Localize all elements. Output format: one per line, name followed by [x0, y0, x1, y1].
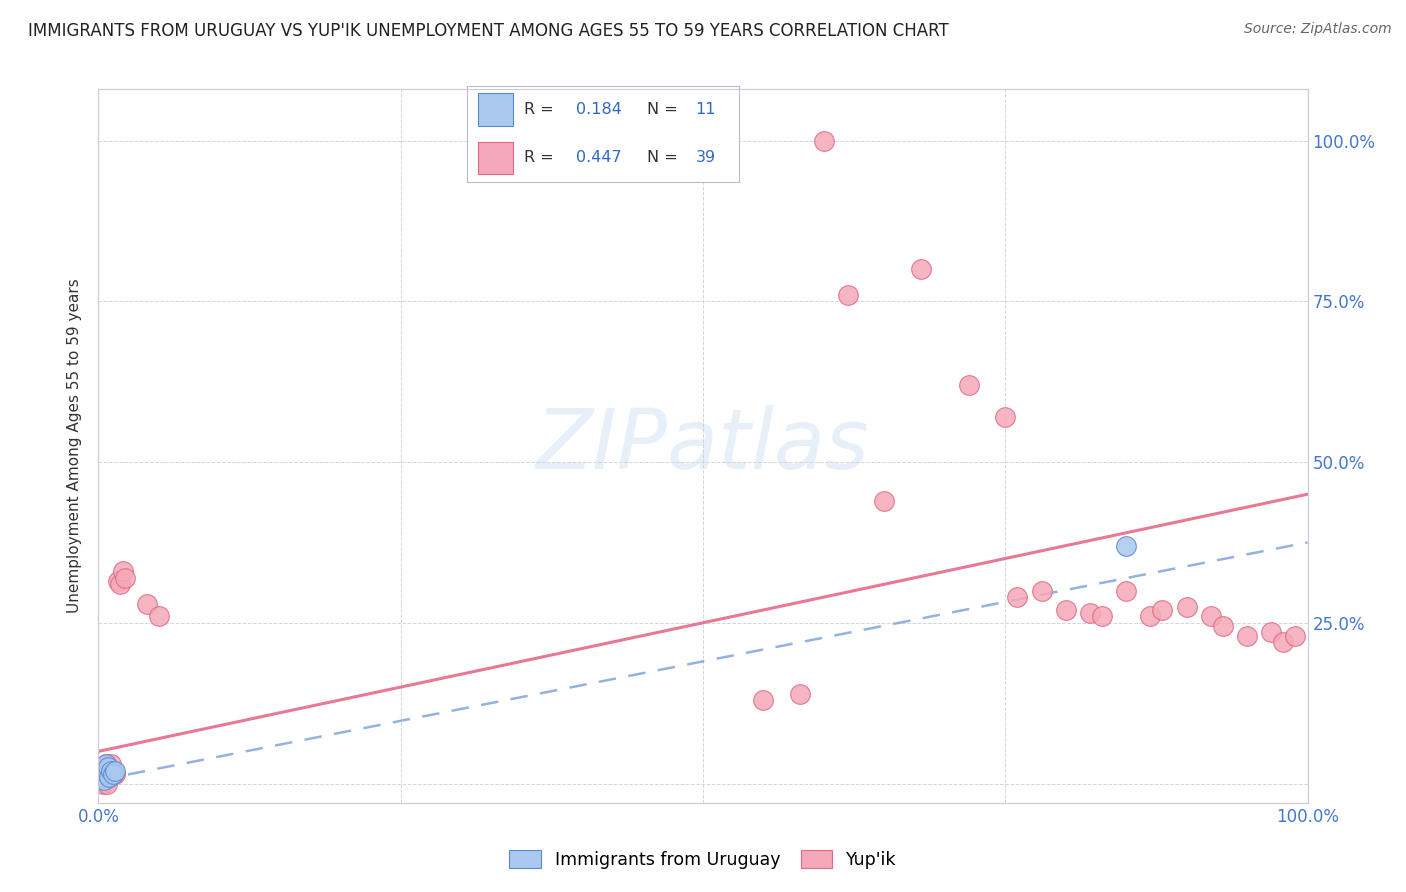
Point	[1175, 599, 1198, 614]
Point	[98, 770, 121, 784]
Point	[107, 574, 129, 588]
Point	[94, 757, 117, 772]
Point	[1139, 609, 1161, 624]
Point	[1199, 609, 1222, 624]
Point	[93, 773, 115, 788]
Point	[957, 378, 980, 392]
Point	[1091, 609, 1114, 624]
Point	[96, 776, 118, 790]
Point	[94, 757, 117, 772]
Point	[789, 686, 811, 700]
Point	[1212, 619, 1234, 633]
Point	[93, 773, 115, 788]
Point	[91, 770, 114, 784]
Point	[97, 760, 120, 774]
Point	[104, 767, 127, 781]
Point	[108, 577, 131, 591]
Point	[114, 571, 136, 585]
Point	[91, 764, 114, 778]
Point	[104, 764, 127, 778]
Point	[148, 609, 170, 624]
Point	[1078, 606, 1101, 620]
Point	[910, 262, 932, 277]
Point	[98, 770, 121, 784]
Point	[752, 693, 775, 707]
Point	[91, 776, 114, 790]
Point	[97, 764, 120, 778]
Point	[1260, 625, 1282, 640]
Point	[837, 288, 859, 302]
Point	[96, 767, 118, 781]
Point	[135, 597, 157, 611]
Point	[994, 410, 1017, 425]
Text: IMMIGRANTS FROM URUGUAY VS YUP'IK UNEMPLOYMENT AMONG AGES 55 TO 59 YEARS CORRELA: IMMIGRANTS FROM URUGUAY VS YUP'IK UNEMPL…	[28, 22, 949, 40]
Point	[1054, 603, 1077, 617]
Point	[1007, 590, 1029, 604]
Point	[90, 770, 112, 784]
Point	[1115, 583, 1137, 598]
Point	[100, 757, 122, 772]
Point	[1236, 629, 1258, 643]
Point	[1031, 583, 1053, 598]
Point	[1272, 635, 1295, 649]
Text: Source: ZipAtlas.com: Source: ZipAtlas.com	[1244, 22, 1392, 37]
Point	[101, 767, 124, 781]
Point	[100, 764, 122, 778]
Point	[1152, 603, 1174, 617]
Point	[873, 493, 896, 508]
Point	[101, 764, 124, 778]
Y-axis label: Unemployment Among Ages 55 to 59 years: Unemployment Among Ages 55 to 59 years	[67, 278, 83, 614]
Point	[111, 565, 134, 579]
Text: ZIPatlas: ZIPatlas	[536, 406, 870, 486]
Point	[1284, 629, 1306, 643]
Point	[813, 134, 835, 148]
Point	[1115, 539, 1137, 553]
Legend: Immigrants from Uruguay, Yup'ik: Immigrants from Uruguay, Yup'ik	[502, 844, 904, 876]
